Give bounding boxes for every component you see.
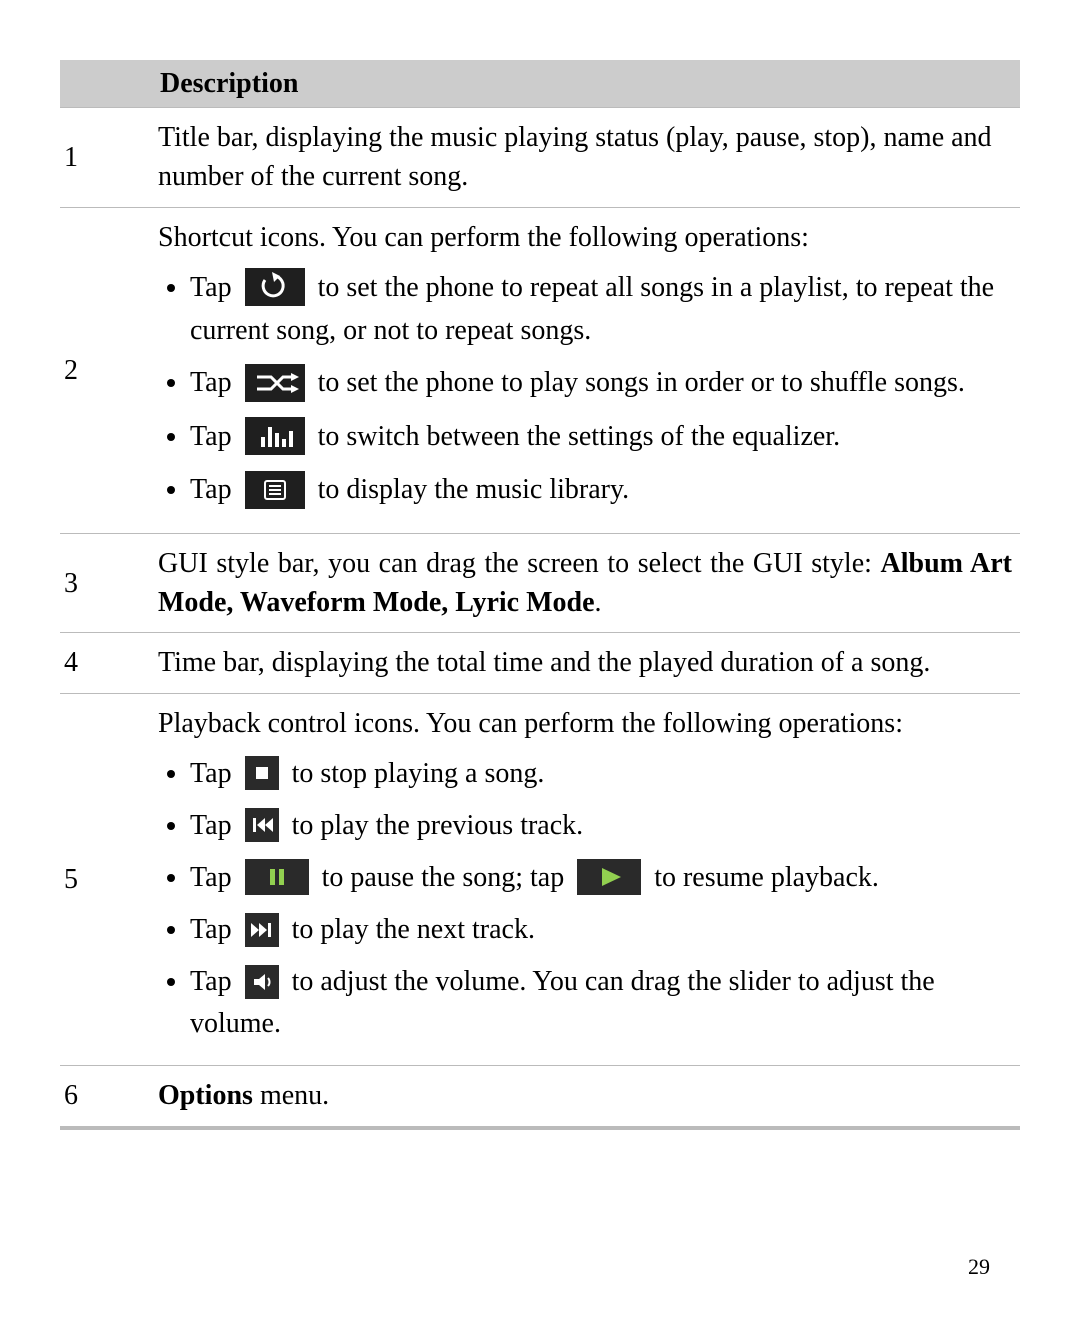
bullet-post: to resume playback.	[654, 862, 879, 893]
bullet-pre: Tap	[190, 272, 232, 303]
bullet-list: Tap to set the phone to repeat all songs…	[158, 267, 1012, 513]
bullet-pre: Tap	[190, 421, 232, 452]
row-description: Time bar, displaying the total time and …	[150, 633, 1020, 693]
bullet-pre: Tap	[190, 474, 232, 505]
library-icon	[245, 471, 305, 509]
next-icon	[245, 913, 279, 947]
bullet-post: to set the phone to play songs in order …	[318, 367, 965, 398]
row-description: Shortcut icons. You can perform the foll…	[150, 207, 1020, 534]
row-text: Title bar, displaying the music playing …	[158, 118, 1012, 196]
volume-icon	[245, 965, 279, 999]
bullet-pre: Tap	[190, 914, 232, 945]
row-text-post: .	[595, 587, 602, 618]
table-row: 5Playback control icons. You can perform…	[60, 693, 1020, 1066]
bullet-item: Tap to play the next track.	[190, 909, 1012, 951]
row-description: Playback control icons. You can perform …	[150, 693, 1020, 1066]
row-number: 6	[60, 1066, 150, 1128]
row-text-post: menu.	[253, 1080, 329, 1111]
bullet-item: Tap to set the phone to play songs in or…	[190, 362, 1012, 406]
bullet-pre: Tap	[190, 862, 232, 893]
stop-icon	[245, 756, 279, 790]
bullet-item: Tap to stop playing a song.	[190, 753, 1012, 795]
bullet-post: to display the music library.	[318, 474, 630, 505]
bullet-post: to adjust the volume. You can drag the s…	[190, 966, 935, 1039]
bullet-item: Tap to set the phone to repeat all songs…	[190, 267, 1012, 353]
row-number: 1	[60, 108, 150, 207]
row-text: Time bar, displaying the total time and …	[158, 643, 1012, 682]
bullet-post: to stop playing a song.	[292, 758, 545, 789]
bullet-post: to play the previous track.	[292, 810, 584, 841]
header-description: Description	[150, 60, 1020, 108]
bullet-post: to switch between the settings of the eq…	[318, 421, 841, 452]
bullet-mid: to pause the song; tap	[322, 862, 565, 893]
repeat-icon	[245, 268, 305, 306]
bullet-pre: Tap	[190, 367, 232, 398]
row-text-span: Title bar, displaying the music playing …	[158, 122, 992, 192]
row-text: GUI style bar, you can drag the screen t…	[158, 544, 1012, 622]
prev-icon	[245, 808, 279, 842]
header-blank	[60, 60, 150, 108]
table-header-row: Description	[60, 60, 1020, 108]
table-row: 6Options menu.	[60, 1066, 1020, 1128]
bullet-pre: Tap	[190, 758, 232, 789]
row-lead-text: Shortcut icons. You can perform the foll…	[158, 218, 1012, 257]
row-description: GUI style bar, you can drag the screen t…	[150, 534, 1020, 633]
table-row: 4 Time bar, displaying the total time and…	[60, 633, 1020, 693]
shuffle-icon	[245, 364, 305, 402]
row-lead-text: Playback control icons. You can perform …	[158, 704, 1012, 743]
row-number: 3	[60, 534, 150, 633]
bullet-item: Tap to pause the song; tap to resume pla…	[190, 857, 1012, 900]
table-row: 2Shortcut icons. You can perform the fol…	[60, 207, 1020, 534]
row-description: Title bar, displaying the music playing …	[150, 108, 1020, 207]
bullet-item: Tap to display the music library.	[190, 469, 1012, 513]
row-text-pre: GUI style bar, you can drag the screen t…	[158, 548, 881, 579]
bullet-pre: Tap	[190, 810, 232, 841]
row-text: Options menu.	[158, 1076, 1012, 1115]
bullet-item: Tap to play the previous track.	[190, 805, 1012, 847]
pause-icon	[245, 859, 309, 895]
row-text-span: Time bar, displaying the total time and …	[158, 647, 930, 678]
equalizer-icon	[245, 417, 305, 455]
page-number: 29	[968, 1254, 990, 1280]
bullet-pre: Tap	[190, 966, 232, 997]
row-text-bold: Options	[158, 1080, 253, 1111]
bullet-post: to play the next track.	[292, 914, 535, 945]
bullet-list: Tap to stop playing a song.Tap to play t…	[158, 753, 1012, 1046]
row-number: 2	[60, 207, 150, 534]
play-icon	[577, 859, 641, 895]
page: Description 1Title bar, displaying the m…	[0, 0, 1080, 1320]
table-row: 3 GUI style bar, you can drag the screen …	[60, 534, 1020, 633]
bullet-item: Tap to adjust the volume. You can drag t…	[190, 961, 1012, 1045]
bullet-item: Tap to switch between the settings of th…	[190, 416, 1012, 460]
bullet-post: to set the phone to repeat all songs in …	[190, 272, 994, 347]
description-table: Description 1Title bar, displaying the m…	[60, 60, 1020, 1130]
table-row: 1Title bar, displaying the music playing…	[60, 108, 1020, 207]
row-description: Options menu.	[150, 1066, 1020, 1128]
row-number: 5	[60, 693, 150, 1066]
row-number: 4	[60, 633, 150, 693]
